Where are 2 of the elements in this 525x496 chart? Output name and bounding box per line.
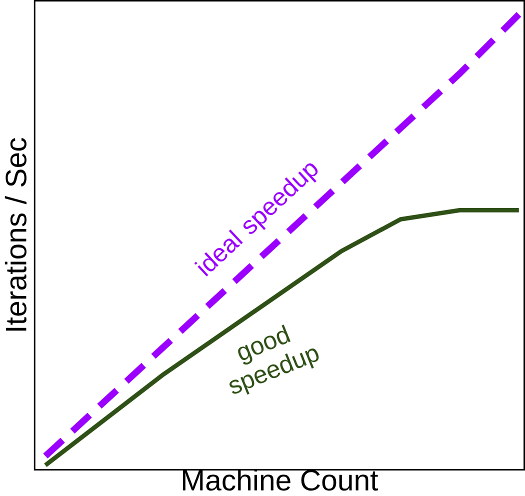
y-axis-title: Iterations / Sec: [4, 138, 26, 331]
x-axis-title: Machine Count: [182, 469, 378, 491]
